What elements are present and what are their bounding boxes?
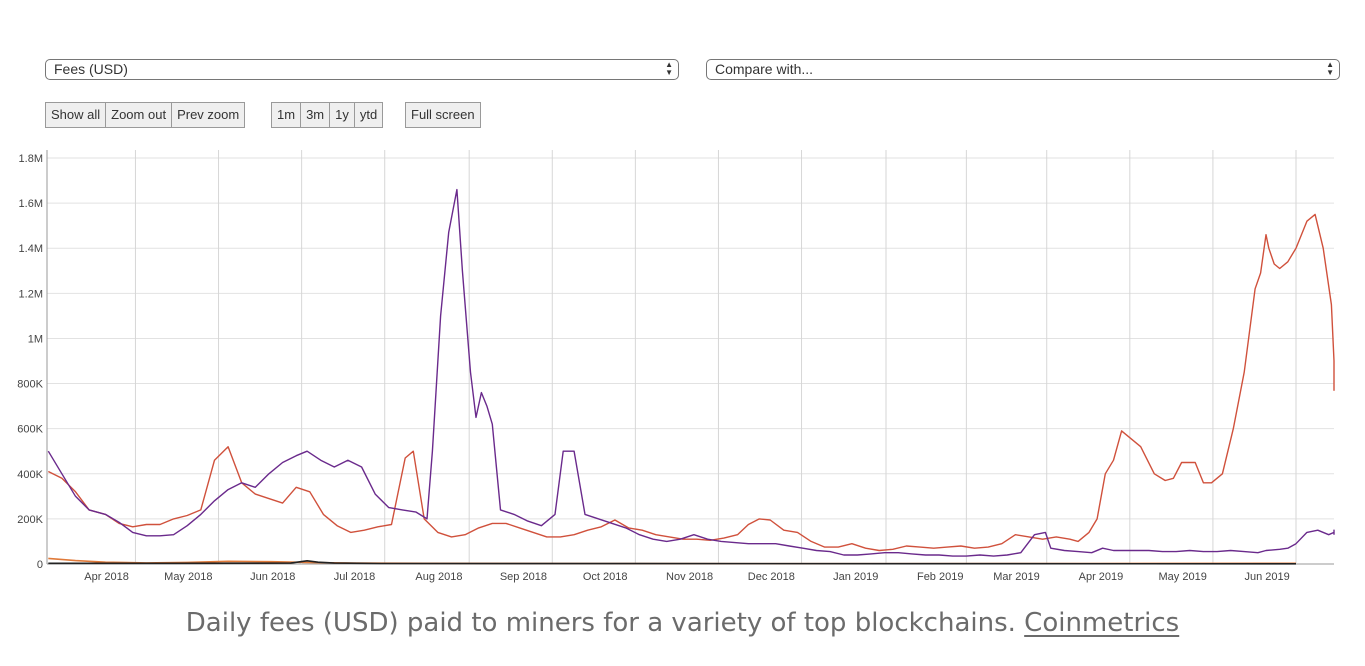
- y-tick-label: 1.2M: [19, 288, 43, 300]
- y-tick-label: 800K: [17, 379, 43, 391]
- y-tick-label: 400K: [17, 469, 43, 481]
- show-all-button[interactable]: Show all: [45, 102, 107, 128]
- y-tick-label: 1M: [28, 333, 43, 345]
- zoom-out-button[interactable]: Zoom out: [105, 102, 173, 128]
- x-tick-label: Oct 2018: [583, 571, 628, 583]
- x-tick-label: Jun 2019: [1245, 571, 1290, 583]
- chart-grid: [46, 150, 1334, 565]
- x-tick-label: Mar 2019: [993, 571, 1039, 583]
- x-tick-label: Jul 2018: [334, 571, 376, 583]
- x-tick-label: May 2018: [164, 571, 212, 583]
- y-tick-label: 1.4M: [19, 243, 43, 255]
- chart-series: [47, 188, 1335, 565]
- x-tick-label: Dec 2018: [748, 571, 795, 583]
- y-axis-labels: 0 200K 400K 600K 800K 1M 1.2M 1.4M 1.6M 1.8M: [17, 153, 43, 571]
- x-tick-label: May 2019: [1159, 571, 1207, 583]
- range-1y-button[interactable]: 1y: [329, 102, 355, 128]
- select-arrows-icon: ▲ ▼: [1326, 60, 1334, 77]
- y-tick-label: 200K: [17, 514, 43, 526]
- x-tick-label: Aug 2018: [415, 571, 462, 583]
- x-tick-label: Jun 2018: [250, 571, 295, 583]
- full-screen-button[interactable]: Full screen: [405, 102, 481, 128]
- select-arrows-icon: ▲ ▼: [665, 60, 673, 77]
- x-tick-label: Jan 2019: [833, 571, 878, 583]
- coinmetrics-link[interactable]: Coinmetrics: [1024, 608, 1180, 638]
- x-tick-label: Apr 2018: [84, 571, 129, 583]
- fullscreen-button-group: Full screen: [405, 102, 481, 128]
- x-tick-label: Nov 2018: [666, 571, 713, 583]
- compare-select-value: Compare with...: [715, 61, 814, 77]
- range-button-group: 1m 3m 1y ytd: [271, 102, 384, 128]
- compare-select[interactable]: Compare with... ▲ ▼: [706, 59, 1340, 80]
- x-tick-label: Sep 2018: [500, 571, 547, 583]
- y-tick-label: 1.6M: [19, 198, 43, 210]
- range-1m-button[interactable]: 1m: [271, 102, 302, 128]
- caption-text: Daily fees (USD) paid to miners for a va…: [185, 608, 1016, 638]
- y-tick-label: 1.8M: [19, 153, 43, 165]
- y-tick-label: 0: [37, 559, 43, 571]
- range-ytd-button[interactable]: ytd: [353, 102, 384, 128]
- x-tick-label: Feb 2019: [917, 571, 963, 583]
- range-3m-button[interactable]: 3m: [300, 102, 331, 128]
- series-line-purple: [47, 188, 1335, 557]
- metric-select[interactable]: Fees (USD) ▲ ▼: [45, 59, 679, 80]
- series-line-black: [48, 560, 1297, 565]
- series-line-red: [47, 213, 1335, 552]
- x-tick-label: Apr 2019: [1079, 571, 1124, 583]
- fees-line-chart[interactable]: 0 200K 400K 600K 800K 1M 1.2M 1.4M 1.6M 1.8M Apr …: [0, 140, 1365, 590]
- prev-zoom-button[interactable]: Prev zoom: [171, 102, 246, 128]
- metric-select-value: Fees (USD): [54, 61, 128, 77]
- zoom-button-group: Show all Zoom out Prev zoom: [45, 102, 246, 128]
- x-axis-labels: Apr 2018 May 2018 Jun 2018 Jul 2018 Aug 2018…: [84, 571, 1290, 583]
- chart-caption: Daily fees (USD) paid to miners for a va…: [0, 608, 1365, 638]
- y-tick-label: 600K: [17, 424, 43, 436]
